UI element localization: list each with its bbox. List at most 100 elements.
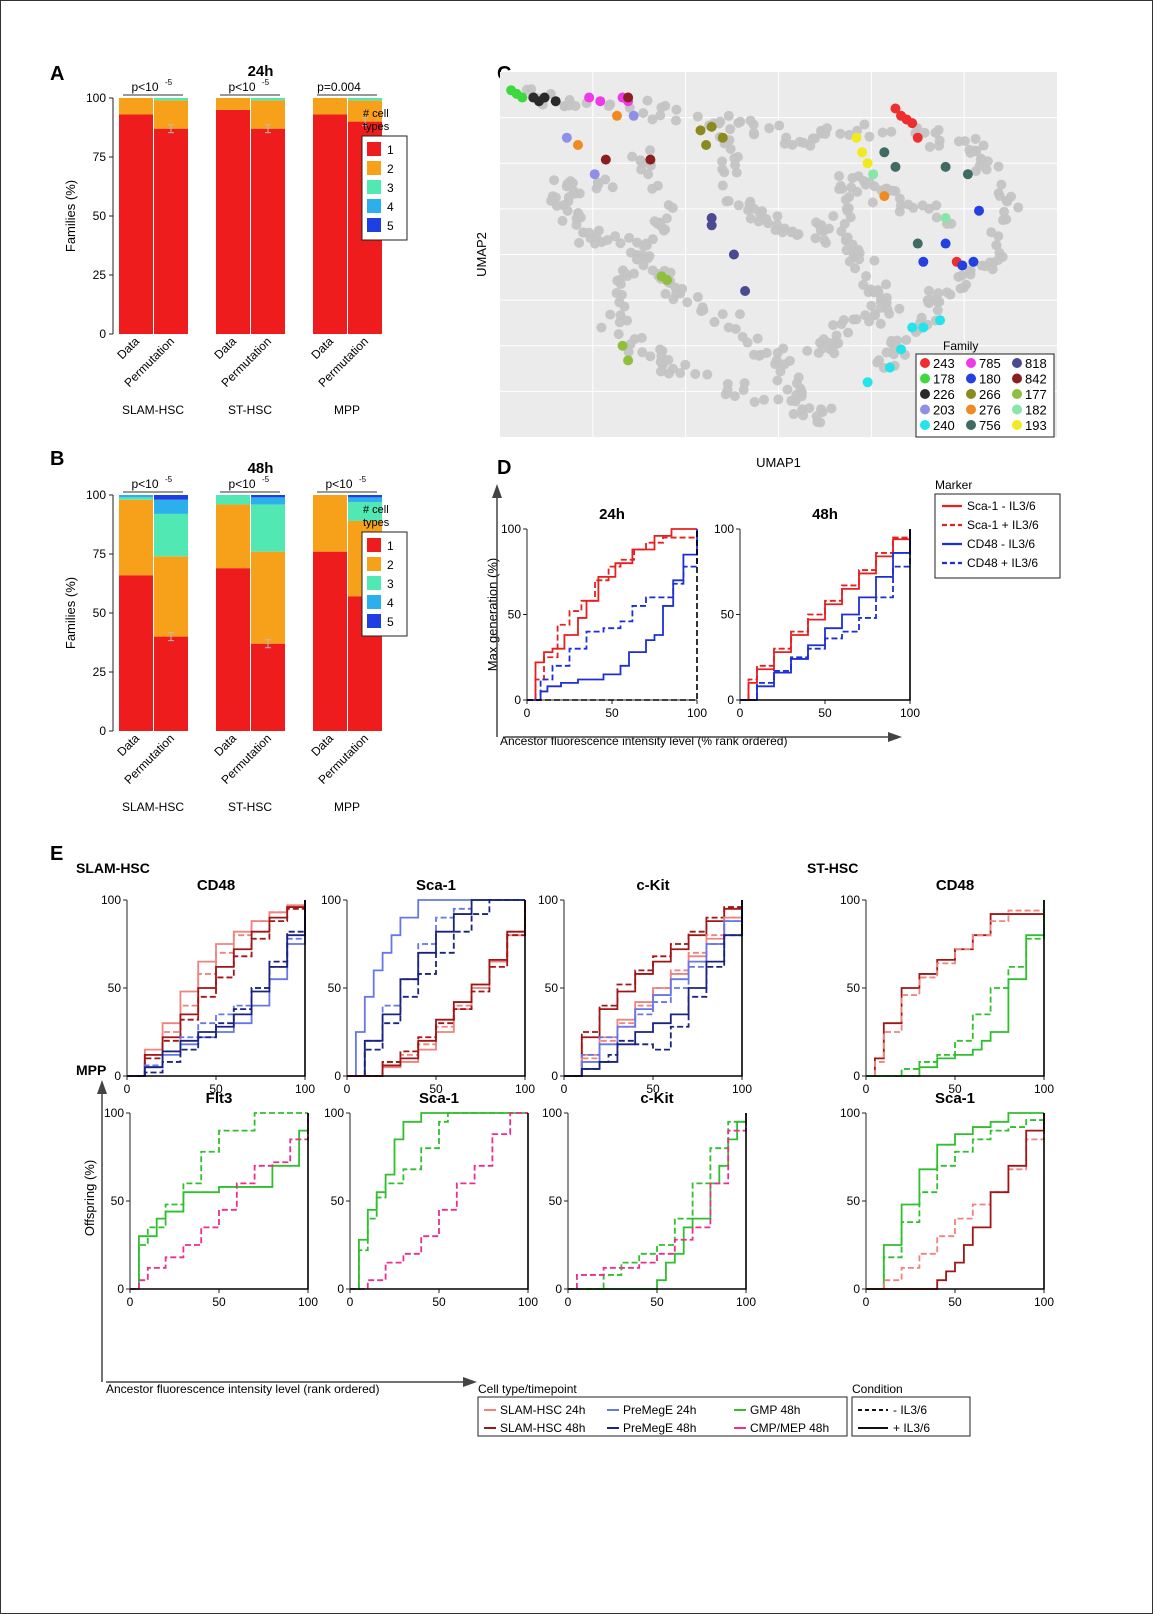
- background-point: [1001, 195, 1012, 206]
- pvalue-exponent: -5: [165, 78, 173, 87]
- x-tick-label: 0: [863, 1082, 870, 1096]
- x-tick-label: 50: [212, 1295, 226, 1309]
- background-point: [802, 345, 813, 356]
- series-line: [564, 900, 743, 1077]
- x-tick-label: 100: [736, 1295, 756, 1309]
- background-point: [562, 205, 573, 216]
- chart-title: Sca-1: [416, 877, 456, 894]
- background-point: [819, 225, 830, 236]
- bar-segment: [216, 98, 250, 110]
- y-tick-label: 100: [840, 1106, 860, 1120]
- background-point: [758, 394, 769, 405]
- legend-box: [915, 353, 1055, 438]
- family-point: [728, 249, 739, 260]
- chart-title: CD48: [197, 877, 235, 894]
- legend-label: SLAM-HSC 48h: [500, 1421, 585, 1435]
- celltype-legend: Cell type/timepoint SLAM-HSC 24h SLAM-HSC…: [477, 1382, 848, 1437]
- x-tick-label: 100: [295, 1082, 315, 1096]
- panel-e-xlabel: Ancestor fluorescence intensity level (r…: [106, 1382, 379, 1396]
- family-point: [595, 96, 606, 107]
- background-point: [772, 211, 783, 222]
- family-point: [907, 322, 918, 333]
- background-point: [788, 409, 799, 420]
- bar-segment: [216, 109, 250, 334]
- background-point: [638, 108, 649, 119]
- celltype-legend-title: Cell type/timepoint: [478, 1382, 577, 1396]
- bar-segment: [251, 98, 285, 101]
- background-point: [645, 351, 656, 362]
- background-point: [635, 155, 646, 166]
- background-point: [986, 227, 997, 238]
- background-point: [917, 200, 928, 211]
- series-line: [130, 1112, 308, 1290]
- line-chart-e-slam-cd48: CD48 0 50 100 0 50 100: [101, 877, 315, 1096]
- family-point: [706, 121, 717, 132]
- family-point: [550, 96, 561, 107]
- series-line: [347, 899, 525, 1077]
- legend-swatch: [367, 199, 381, 213]
- family-point: [968, 256, 979, 267]
- family-point: [628, 110, 639, 121]
- background-point: [807, 133, 818, 144]
- family-point: [918, 322, 929, 333]
- x-tick-label: 100: [1034, 1295, 1054, 1309]
- background-point: [619, 301, 630, 312]
- background-point: [596, 322, 607, 333]
- bar-segment: [119, 497, 153, 500]
- bar-segment: [154, 556, 188, 637]
- background-point: [859, 119, 870, 130]
- line-chart-e-mpp-ckit: c-Kit 0 50 100 0 50 100: [542, 1090, 756, 1309]
- family-point: [701, 140, 712, 150]
- series-line: [350, 1112, 528, 1290]
- legend-dot: [966, 420, 976, 430]
- x-tick-label: 50: [818, 706, 832, 720]
- background-point: [737, 331, 748, 342]
- legend-label: 756: [979, 418, 1001, 433]
- family-point: [611, 110, 622, 121]
- background-point: [675, 367, 686, 378]
- background-point: [777, 227, 788, 238]
- legend-swatch: [367, 595, 381, 609]
- bar-segment: [154, 100, 188, 129]
- family-point: [912, 238, 923, 249]
- y-tick-label: 100: [101, 893, 121, 907]
- background-point: [864, 131, 875, 142]
- x-tick-label: 50: [650, 1295, 664, 1309]
- y-tick-label: 50: [847, 981, 861, 995]
- background-point: [886, 126, 897, 137]
- family-point: [868, 169, 879, 180]
- legend-label: CD48 - IL3/6: [967, 537, 1035, 551]
- background-point: [772, 219, 783, 230]
- y-tick-label: 0: [99, 724, 106, 738]
- family-point: [890, 103, 901, 114]
- bar-segment: [348, 495, 382, 498]
- background-point: [559, 100, 570, 111]
- background-point: [521, 84, 532, 95]
- legend-label: 178: [933, 372, 955, 387]
- background-point: [749, 396, 760, 407]
- background-point: [1013, 202, 1024, 213]
- family-point: [517, 92, 528, 103]
- background-point: [970, 145, 981, 156]
- background-point: [615, 238, 626, 249]
- legend-box: [934, 493, 1061, 579]
- background-point: [886, 335, 897, 346]
- legend-title-line: # cell: [363, 108, 389, 120]
- background-point: [717, 156, 728, 167]
- background-point: [908, 202, 919, 213]
- x-tick-label: 100: [515, 1082, 535, 1096]
- pvalue-exponent: -5: [262, 78, 270, 87]
- background-point: [557, 215, 568, 226]
- chart-title: 24h: [599, 506, 625, 523]
- legend-dot: [1012, 358, 1022, 368]
- y-tick-label: 0: [514, 693, 521, 707]
- background-point: [792, 230, 803, 241]
- y-tick-label: 0: [334, 1069, 341, 1083]
- background-point: [642, 253, 653, 264]
- x-tick-label: 0: [565, 1295, 572, 1309]
- legend-dot: [1012, 404, 1022, 415]
- background-point: [853, 244, 864, 255]
- background-point: [613, 329, 624, 340]
- series-line: [347, 900, 526, 1077]
- series-line: [527, 528, 697, 701]
